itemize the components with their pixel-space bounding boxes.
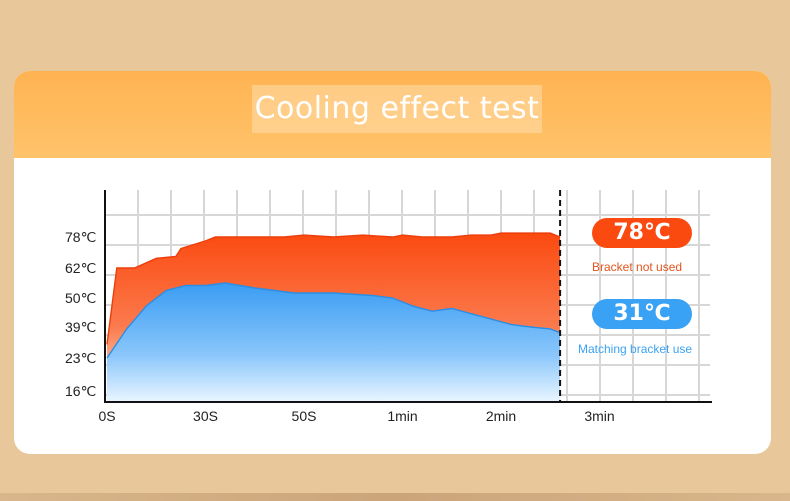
series-line-bracket-not-used [106,232,561,345]
y-tick-label: 62℃ [65,260,96,276]
y-tick-label: 23℃ [65,350,96,366]
cool-legend-label: Matching bracket use [578,342,693,356]
x-tick-label: 1min [387,408,417,424]
x-tick-label: 50S [292,408,317,424]
title-plate [252,85,542,133]
y-tick-label: 78℃ [65,229,96,245]
x-tick-label: 0S [98,408,115,424]
background-shade [0,493,790,501]
y-tick-label: 50℃ [65,290,96,306]
y-tick-label: 39℃ [65,319,96,335]
hot-temperature-badge: 78℃ [592,218,692,248]
series-area-matching-bracket [107,283,561,402]
hot-legend-label: Bracket not used [592,260,683,274]
y-tick-label: 16℃ [65,383,96,399]
cool-temperature-badge: 31℃ [592,299,692,329]
x-axis-ticks: 0S 30S 50S 1min 2min 3min [98,408,614,424]
series-line-matching-bracket [106,282,561,359]
card-header: Cooling effect test [14,71,771,158]
x-tick-label: 3min [584,408,614,424]
page-title: Cooling effect test [254,91,540,126]
y-axis-ticks: 78℃ 62℃ 50℃ 39℃ 23℃ 16℃ [65,229,96,399]
x-tick-label: 2min [486,408,516,424]
x-tick-label: 30S [193,408,218,424]
chart-axes [104,190,712,403]
